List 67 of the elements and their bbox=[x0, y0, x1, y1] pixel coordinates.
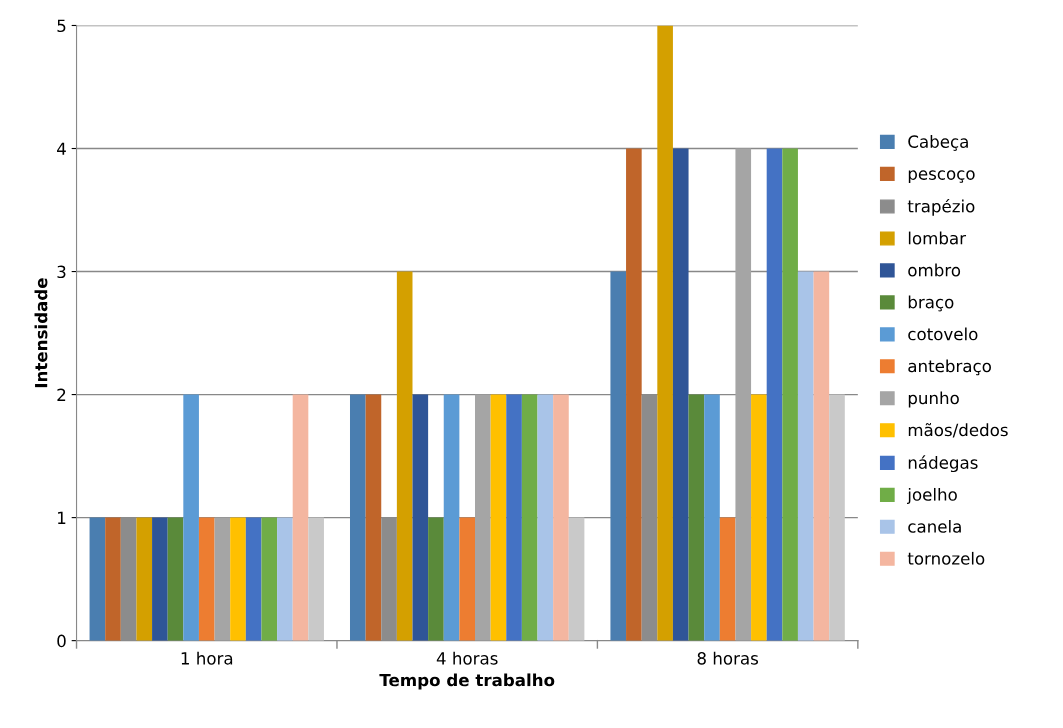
bar bbox=[829, 394, 845, 641]
bar bbox=[735, 148, 752, 641]
bar bbox=[782, 148, 798, 641]
bar bbox=[89, 517, 106, 641]
bar bbox=[568, 517, 585, 641]
bar bbox=[610, 271, 627, 641]
bar bbox=[198, 517, 215, 641]
bar bbox=[688, 394, 705, 641]
legend-label: pescoço bbox=[908, 170, 975, 184]
bar bbox=[349, 394, 366, 641]
bar bbox=[277, 517, 293, 641]
y-tick-label: 0 bbox=[57, 634, 66, 648]
legend-label: tornozelo bbox=[907, 551, 985, 565]
y-tick-label: 2 bbox=[57, 388, 66, 401]
legend-label: braço bbox=[908, 295, 954, 312]
bar bbox=[214, 517, 231, 641]
bar bbox=[657, 25, 673, 641]
x-tick-label: 8 horas bbox=[697, 651, 759, 665]
legend-label: cotovelo bbox=[908, 327, 978, 341]
legend-label: nádegas bbox=[908, 455, 978, 473]
x-axis-title: Tempo de trabalho bbox=[379, 673, 555, 690]
bar bbox=[292, 394, 309, 641]
bar bbox=[553, 394, 569, 641]
bar bbox=[308, 517, 324, 641]
legend-label: punho bbox=[908, 391, 959, 408]
bar bbox=[719, 517, 736, 641]
bar bbox=[704, 394, 720, 641]
bar bbox=[230, 517, 246, 641]
bar bbox=[136, 517, 153, 641]
bar bbox=[261, 517, 278, 641]
y-tick-label: 4 bbox=[57, 142, 66, 155]
bar bbox=[506, 394, 522, 641]
y-tick-label: 5 bbox=[57, 19, 66, 33]
bar bbox=[751, 394, 767, 641]
legend-label: trapézio bbox=[907, 198, 975, 216]
bar bbox=[105, 517, 121, 641]
bar bbox=[428, 517, 444, 641]
legend-label: joelho bbox=[907, 487, 957, 505]
bar bbox=[672, 148, 689, 641]
bar bbox=[152, 517, 168, 641]
legend-label: antebraço bbox=[908, 359, 991, 376]
bar bbox=[459, 517, 475, 641]
bar bbox=[365, 394, 382, 641]
bar bbox=[797, 271, 814, 641]
legend-label: canela bbox=[908, 519, 961, 533]
bar bbox=[626, 148, 642, 641]
legend-label: Cabeça bbox=[908, 135, 968, 151]
bar bbox=[396, 271, 413, 641]
bar bbox=[183, 394, 199, 641]
bar bbox=[443, 394, 460, 641]
x-tick-label: 1 hora bbox=[181, 651, 233, 665]
bar bbox=[813, 271, 830, 641]
y-tick-label: 3 bbox=[57, 265, 66, 279]
bar bbox=[167, 517, 184, 641]
y-axis-title: Intensidade bbox=[34, 278, 48, 388]
bar bbox=[490, 394, 507, 641]
bar bbox=[537, 394, 554, 641]
legend-label: lombar bbox=[908, 231, 967, 245]
bar bbox=[521, 394, 538, 641]
legend-label: ombro bbox=[908, 263, 961, 277]
bar bbox=[412, 394, 429, 641]
bar bbox=[766, 148, 783, 641]
x-tick-label: 4 horas bbox=[436, 651, 498, 665]
bar bbox=[475, 394, 491, 641]
legend-label: mãos/dedos bbox=[908, 423, 1008, 438]
y-tick-label: 1 bbox=[58, 511, 66, 524]
bar bbox=[245, 517, 262, 641]
